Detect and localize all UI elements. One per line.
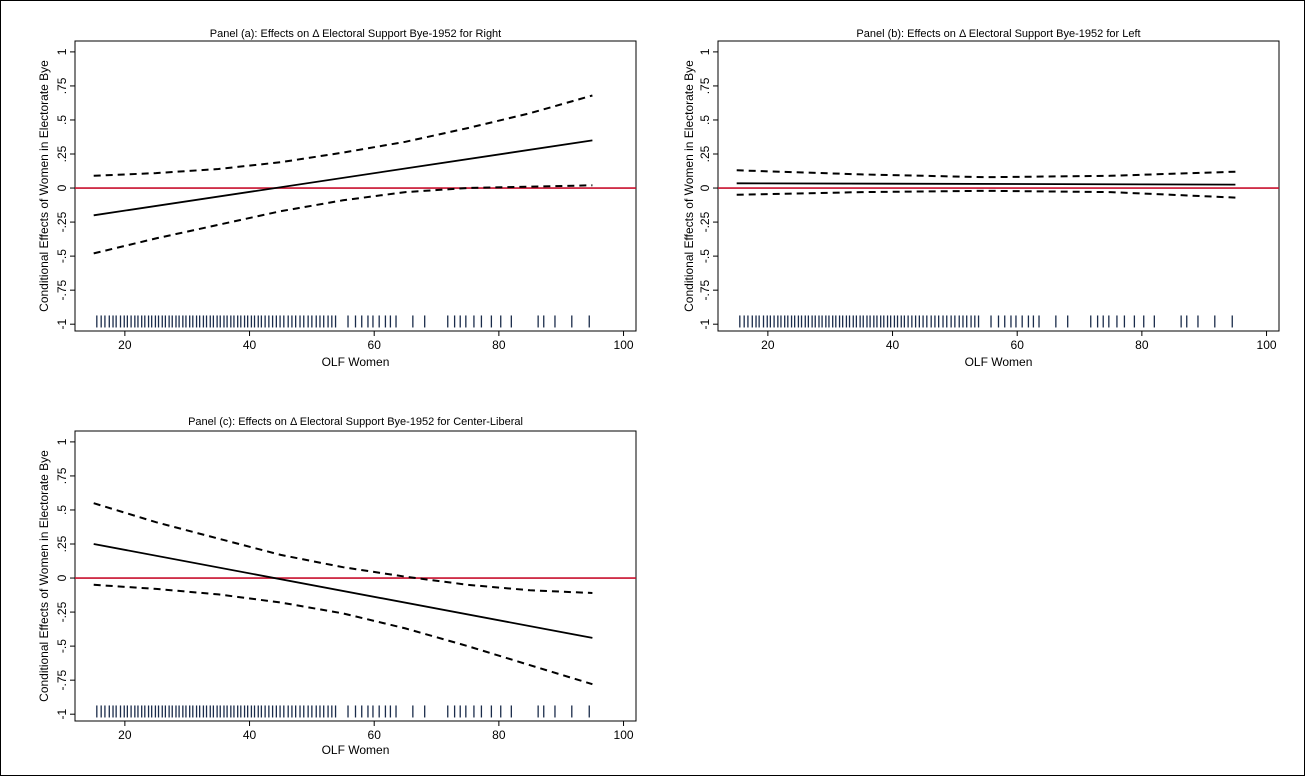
y-tick-label: -.25: [55, 211, 69, 232]
estimate-line: [736, 182, 1236, 186]
lower-confidence-line: [736, 189, 1236, 199]
y-tick-label: .25: [698, 145, 712, 162]
x-axis-label: OLF Women: [322, 743, 390, 757]
x-tick-label: 40: [243, 338, 257, 352]
upper-confidence-line: [736, 169, 1236, 179]
x-tick-label: 40: [243, 728, 257, 742]
y-tick-label: -.5: [698, 249, 712, 263]
plot-frame: [74, 40, 637, 332]
panel-b: Panel (b): Effects on Δ Electoral Suppor…: [682, 28, 1280, 369]
y-tick-label: -1: [55, 709, 69, 720]
y-axis-label: Conditional Effects of Women in Electora…: [37, 60, 51, 312]
plot-frame: [74, 430, 637, 722]
y-tick-label: .5: [55, 505, 69, 515]
lower-confidence-line: [93, 184, 593, 255]
y-tick-label: .75: [698, 77, 712, 94]
estimate-line: [93, 543, 593, 639]
upper-confidence-line: [93, 502, 593, 594]
y-tick-label: .5: [698, 115, 712, 125]
x-axis-label: OLF Women: [965, 355, 1033, 369]
panel-title: Panel (a): Effects on Δ Electoral Suppor…: [210, 28, 501, 40]
x-tick-label: 100: [614, 728, 634, 742]
y-tick-label: -.75: [698, 279, 712, 300]
y-axis-label: Conditional Effects of Women in Electora…: [682, 60, 696, 312]
x-tick-label: 100: [1257, 338, 1277, 352]
y-tick-label: 1: [55, 48, 69, 55]
lower-confidence-line: [93, 583, 593, 686]
panel-title: Panel (c): Effects on Δ Electoral Suppor…: [188, 416, 523, 428]
y-tick-label: .75: [55, 467, 69, 484]
y-tick-label: -.25: [55, 601, 69, 622]
y-tick-label: -.75: [55, 279, 69, 300]
x-tick-label: 20: [118, 728, 132, 742]
y-tick-label: .5: [55, 115, 69, 125]
x-tick-label: 80: [492, 728, 506, 742]
x-tick-label: 80: [492, 338, 506, 352]
x-tick-label: 60: [1011, 338, 1025, 352]
plot-frame: [717, 40, 1280, 332]
y-tick-label: 0: [698, 184, 712, 191]
panel-a: Panel (a): Effects on Δ Electoral Suppor…: [37, 28, 637, 369]
x-tick-label: 20: [118, 338, 132, 352]
x-tick-label: 60: [368, 728, 382, 742]
x-tick-label: 80: [1135, 338, 1149, 352]
y-tick-label: 1: [55, 438, 69, 445]
y-tick-label: -1: [55, 319, 69, 330]
x-axis-label: OLF Women: [322, 355, 390, 369]
y-tick-label: -.5: [55, 249, 69, 263]
y-axis-label: Conditional Effects of Women in Electora…: [37, 450, 51, 702]
y-tick-label: -.25: [698, 211, 712, 232]
estimate-line: [93, 139, 593, 217]
y-tick-label: 0: [55, 574, 69, 581]
x-tick-label: 100: [614, 338, 634, 352]
y-tick-label: .25: [55, 535, 69, 552]
y-tick-label: -1: [698, 319, 712, 330]
y-tick-label: 0: [55, 184, 69, 191]
y-tick-label: .75: [55, 77, 69, 94]
panel-c: Panel (c): Effects on Δ Electoral Suppor…: [37, 416, 637, 757]
x-tick-label: 60: [368, 338, 382, 352]
upper-confidence-line: [93, 94, 593, 177]
x-tick-label: 40: [886, 338, 900, 352]
y-tick-label: -.75: [55, 669, 69, 690]
x-tick-label: 20: [761, 338, 775, 352]
y-tick-label: .25: [55, 145, 69, 162]
y-tick-label: -.5: [55, 639, 69, 653]
panel-title: Panel (b): Effects on Δ Electoral Suppor…: [856, 28, 1140, 40]
y-tick-label: 1: [698, 48, 712, 55]
